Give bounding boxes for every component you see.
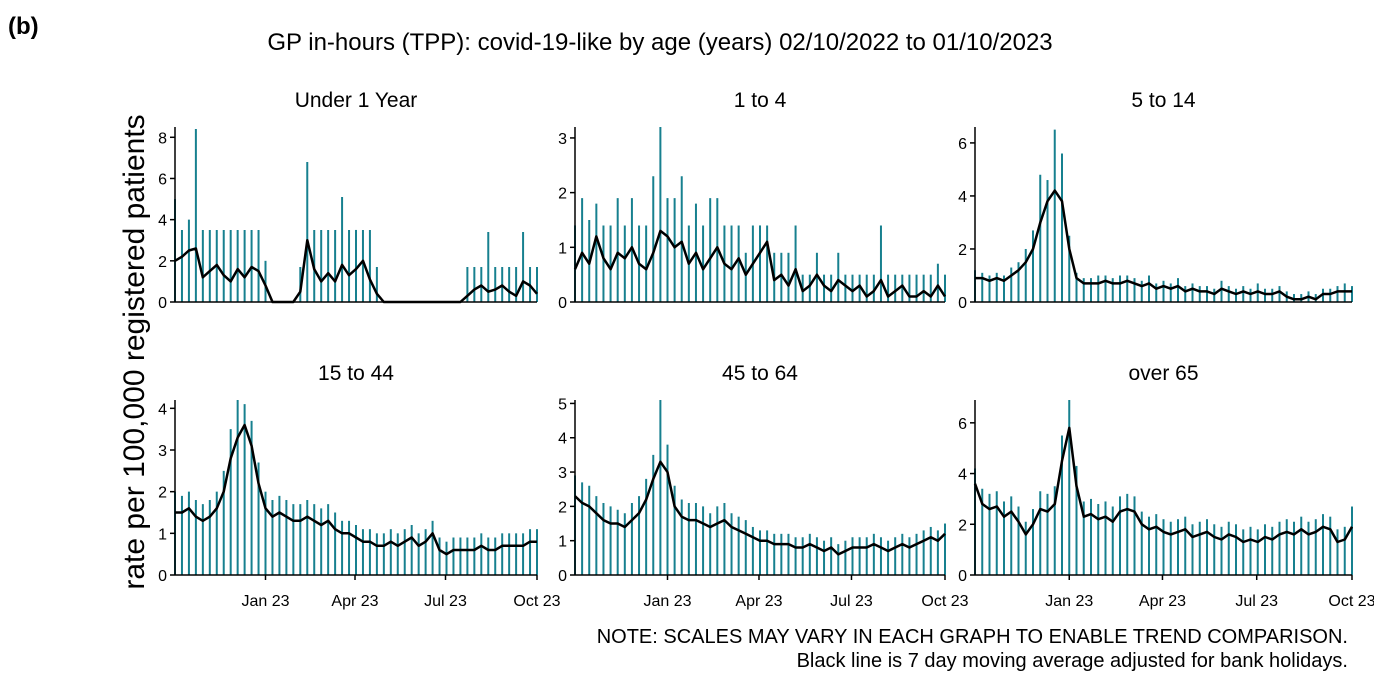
y-tick-label: 6 bbox=[958, 136, 967, 153]
y-tick-label: 0 bbox=[158, 568, 167, 585]
panel-title: 45 to 64 bbox=[722, 362, 798, 385]
moving-average-line bbox=[573, 229, 947, 298]
y-tick-label: 3 bbox=[158, 443, 167, 460]
y-axis-label: rate per 100,000 registered patients bbox=[118, 114, 151, 589]
panel-title: 1 to 4 bbox=[734, 89, 787, 112]
y-tick-label: 1 bbox=[558, 534, 567, 551]
x-tick-label: Jul 23 bbox=[830, 593, 873, 610]
moving-average-line bbox=[175, 423, 537, 556]
x-tick-label: Apr 23 bbox=[331, 593, 378, 610]
y-tick-label: 0 bbox=[958, 568, 967, 585]
y-tick-label: 4 bbox=[558, 431, 567, 448]
y-tick-label: 4 bbox=[958, 189, 967, 206]
y-tick-label: 4 bbox=[958, 467, 967, 484]
y-tick-label: 3 bbox=[558, 465, 567, 482]
y-tick-label: 0 bbox=[958, 295, 967, 312]
panel-title: Under 1 Year bbox=[295, 89, 418, 112]
x-tick-label: Oct 23 bbox=[513, 593, 560, 610]
x-tick-label: Oct 23 bbox=[1328, 593, 1374, 610]
y-tick-label: 4 bbox=[158, 401, 167, 418]
y-tick-label: 2 bbox=[958, 517, 967, 534]
x-tick-label: Apr 23 bbox=[735, 593, 782, 610]
y-tick-label: 6 bbox=[158, 171, 167, 188]
y-tick-label: 4 bbox=[158, 213, 167, 230]
panel-label: (b) bbox=[8, 13, 39, 40]
y-tick-label: 2 bbox=[158, 254, 167, 271]
y-tick-label: 0 bbox=[158, 295, 167, 312]
x-tick-label: Jul 23 bbox=[424, 593, 467, 610]
y-tick-label: 5 bbox=[558, 396, 567, 413]
moving-average-line bbox=[574, 460, 946, 556]
x-tick-label: Jan 23 bbox=[241, 593, 289, 610]
note: Black line is 7 day moving average adjus… bbox=[797, 650, 1348, 672]
y-tick-label: 1 bbox=[158, 526, 167, 543]
y-tick-label: 1 bbox=[558, 240, 567, 257]
panel-title: 15 to 44 bbox=[318, 362, 394, 385]
x-tick-label: Jan 23 bbox=[1045, 593, 1093, 610]
moving-average-line bbox=[975, 189, 1352, 301]
y-tick-label: 2 bbox=[158, 485, 167, 502]
x-tick-label: Jul 23 bbox=[1235, 593, 1278, 610]
y-tick-label: 8 bbox=[158, 130, 167, 147]
x-tick-label: Oct 23 bbox=[921, 593, 968, 610]
y-tick-label: 0 bbox=[558, 568, 567, 585]
y-tick-label: 3 bbox=[558, 131, 567, 148]
panel-title: 5 to 14 bbox=[1131, 89, 1196, 112]
x-tick-label: Apr 23 bbox=[1139, 593, 1186, 610]
y-tick-label: 2 bbox=[558, 499, 567, 516]
x-tick-label: Jan 23 bbox=[643, 593, 691, 610]
note: NOTE: SCALES MAY VARY IN EACH GRAPH TO E… bbox=[597, 626, 1348, 648]
panel-title: over 65 bbox=[1128, 362, 1198, 385]
y-tick-label: 2 bbox=[558, 186, 567, 203]
moving-average-line bbox=[174, 238, 538, 304]
y-tick-label: 6 bbox=[958, 416, 967, 433]
moving-average-line bbox=[973, 426, 1354, 544]
chart-title: GP in-hours (TPP): covid-19-like by age … bbox=[267, 29, 1052, 56]
y-tick-label: 2 bbox=[958, 242, 967, 259]
y-tick-label: 0 bbox=[558, 295, 567, 312]
